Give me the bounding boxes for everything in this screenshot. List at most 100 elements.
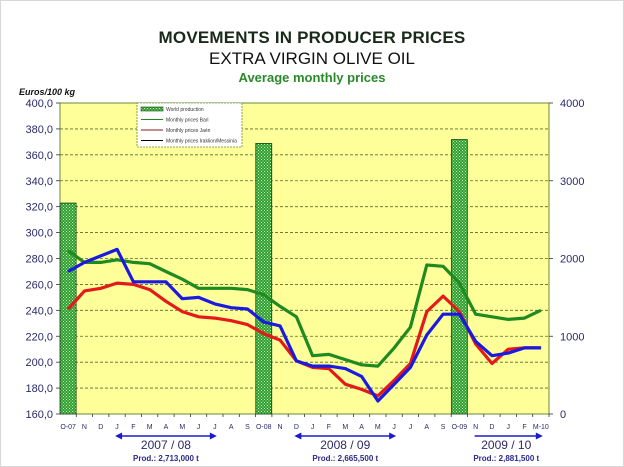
line-bari (67, 249, 542, 368)
x-tick-label: S (245, 424, 250, 431)
data-point (230, 307, 232, 309)
x-tick-label: A (359, 424, 364, 431)
data-point (279, 325, 281, 327)
data-point (116, 282, 118, 284)
data-point (100, 261, 102, 263)
legend-label: Monthly prices Jaén (166, 128, 211, 134)
x-tick-label: J (197, 424, 201, 431)
y2-tick-label: 2000 (560, 254, 584, 266)
data-point (295, 360, 297, 362)
data-point (181, 311, 183, 313)
y-tick-label: 380,0 (25, 124, 53, 136)
arrow-right-icon (389, 432, 397, 440)
legend-swatch-bar (140, 106, 164, 112)
y-tick-label: 400,0 (25, 98, 53, 110)
y-tick-label: 160,0 (25, 409, 53, 421)
data-point (214, 317, 216, 319)
data-point (230, 320, 232, 322)
chart-subtitle: EXTRA VIRGIN OLIVE OIL (209, 49, 415, 68)
data-point (214, 303, 216, 305)
data-point (100, 255, 102, 257)
arrow-right-icon (209, 432, 217, 440)
data-point (524, 317, 526, 319)
line-iraklion-messinia (67, 247, 541, 403)
data-point (491, 316, 493, 318)
y2-tick-label: 1000 (560, 331, 584, 343)
data-point (312, 365, 314, 367)
data-point (149, 281, 151, 283)
data-point (263, 333, 265, 335)
x-tick-label: M (375, 424, 381, 431)
data-point (426, 334, 428, 336)
data-point (393, 379, 395, 381)
data-point (165, 281, 167, 283)
data-point (540, 347, 542, 349)
chart-title: MOVEMENTS IN PRODUCER PRICES (158, 28, 466, 47)
legend-label: World production (166, 107, 204, 113)
data-point (181, 298, 183, 300)
x-tick-label: M (179, 424, 185, 431)
data-point (132, 261, 134, 263)
legend-label: Monthly prices Iraklion/Messinia (166, 139, 237, 145)
x-tick-label: N (82, 424, 87, 431)
chart-subtitle-2: Average monthly prices (238, 70, 386, 85)
data-point (344, 359, 346, 361)
x-tick-label: J (311, 424, 315, 431)
data-point (458, 311, 460, 313)
data-point (507, 352, 509, 354)
data-point (198, 316, 200, 318)
data-point (442, 313, 444, 315)
data-point (475, 343, 477, 345)
data-point (312, 355, 314, 357)
x-tick-label: F (522, 424, 526, 431)
season-annotation: 2008 / 09 Prod.: 2,665,500 t (294, 432, 397, 463)
x-tick-label: J (213, 424, 217, 431)
y2-tick-label: 3000 (560, 176, 584, 188)
x-tick-label: N (473, 424, 478, 431)
data-point (132, 281, 134, 283)
arrow-right-icon (535, 432, 543, 440)
data-point (524, 347, 526, 349)
data-point (165, 300, 167, 302)
y-tick-label: 280,0 (25, 254, 53, 266)
data-point (263, 321, 265, 323)
season-production: Prod.: 2,881,500 t (473, 454, 539, 463)
x-tick-label: A (164, 424, 169, 431)
data-point (83, 290, 85, 292)
x-tick-label: J (115, 424, 119, 431)
data-point (377, 395, 379, 397)
data-point (116, 259, 118, 261)
season-label: 2008 / 09 (320, 438, 370, 452)
data-point (377, 365, 379, 367)
season-annotation: 2007 / 08 Prod.: 2,713,000 t (115, 432, 217, 463)
data-point (295, 316, 297, 318)
data-point (246, 289, 248, 291)
data-point (116, 248, 118, 250)
x-tick-label: M-10 (533, 424, 549, 431)
data-point (426, 264, 428, 266)
y-tick-label: 320,0 (25, 202, 53, 214)
data-point (230, 287, 232, 289)
data-point (393, 383, 395, 385)
data-point (458, 313, 460, 315)
season-label: 2007 / 08 (141, 438, 191, 452)
x-tick-label: O-08 (256, 424, 272, 431)
data-point (328, 368, 330, 370)
data-point (393, 347, 395, 349)
data-point (149, 263, 151, 265)
y-tick-label: 260,0 (25, 279, 53, 291)
y-tick-label: 180,0 (25, 383, 53, 395)
x-tick-label: S (441, 424, 446, 431)
data-point (165, 270, 167, 272)
x-tick-label: D (294, 424, 299, 431)
data-point (540, 309, 542, 311)
data-point (409, 366, 411, 368)
arrow-left-icon (115, 432, 123, 440)
x-tick-label: D (489, 424, 494, 431)
data-point (475, 313, 477, 315)
x-tick-label: N (278, 424, 283, 431)
legend: World production Monthly prices Bari Month… (136, 102, 243, 148)
arrow-left-icon (294, 432, 302, 440)
data-point (83, 261, 85, 263)
